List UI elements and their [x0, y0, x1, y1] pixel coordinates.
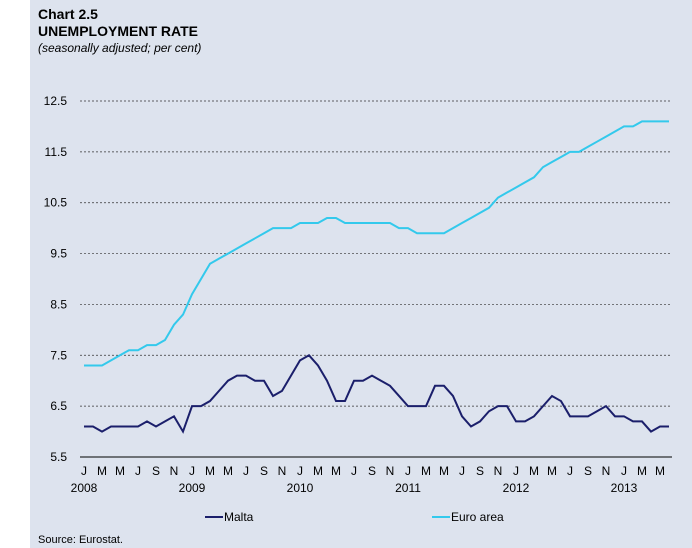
- x-year-label: 2008: [71, 481, 98, 495]
- x-tick-label: M: [529, 464, 539, 478]
- x-year-label: 2010: [287, 481, 314, 495]
- x-tick-label: S: [476, 464, 484, 478]
- x-tick-label: M: [439, 464, 449, 478]
- x-tick-label: M: [205, 464, 215, 478]
- chart-title: UNEMPLOYMENT RATE: [38, 23, 198, 39]
- x-tick-label: M: [421, 464, 431, 478]
- x-tick-label: J: [513, 464, 519, 478]
- y-tick-label: 10.5: [44, 196, 68, 210]
- background: [30, 0, 692, 548]
- x-year-label: 2011: [395, 481, 421, 495]
- y-tick-label: 8.5: [50, 297, 67, 311]
- x-tick-label: J: [135, 464, 141, 478]
- chart-subtitle: (seasonally adjusted; per cent): [38, 41, 201, 55]
- x-tick-label: J: [351, 464, 357, 478]
- x-tick-label: M: [313, 464, 323, 478]
- x-tick-label: N: [170, 464, 179, 478]
- x-tick-label: J: [297, 464, 303, 478]
- x-tick-label: M: [97, 464, 107, 478]
- y-tick-label: 6.5: [50, 399, 67, 413]
- x-tick-label: M: [637, 464, 647, 478]
- x-year-label: 2013: [611, 481, 638, 495]
- chart-label: Chart 2.5: [38, 6, 98, 22]
- x-tick-label: N: [602, 464, 611, 478]
- source: Source: Eurostat.: [38, 534, 123, 546]
- x-tick-label: N: [494, 464, 503, 478]
- line-series: [84, 354, 669, 434]
- y-tick-label: 12.5: [44, 94, 68, 108]
- x-tick-label: S: [152, 464, 160, 478]
- x-tick-label: M: [655, 464, 665, 478]
- x-tick-label: N: [278, 464, 287, 478]
- legend-label: Malta: [224, 510, 254, 524]
- x-year-label: 2009: [179, 481, 206, 495]
- x-tick-label: S: [584, 464, 592, 478]
- x-tick-label: S: [368, 464, 376, 478]
- x-tick-label: J: [81, 464, 87, 478]
- x-tick-label: J: [189, 464, 195, 478]
- x-tick-label: M: [223, 464, 233, 478]
- x-tick-label: N: [386, 464, 395, 478]
- x-tick-label: M: [331, 464, 341, 478]
- y-tick-label: 5.5: [50, 450, 67, 464]
- line-series: [84, 120, 669, 367]
- x-tick-label: M: [115, 464, 125, 478]
- x-tick-label: J: [567, 464, 573, 478]
- x-tick-label: J: [243, 464, 249, 478]
- y-tick-label: 7.5: [50, 348, 67, 362]
- x-tick-label: J: [459, 464, 465, 478]
- y-tick-label: 9.5: [50, 247, 67, 261]
- x-tick-label: J: [405, 464, 411, 478]
- x-tick-label: S: [260, 464, 268, 478]
- x-year-label: 2012: [503, 481, 530, 495]
- legend-label: Euro area: [451, 510, 504, 524]
- y-tick-label: 11.5: [45, 145, 68, 159]
- x-tick-label: M: [547, 464, 557, 478]
- x-tick-label: J: [621, 464, 627, 478]
